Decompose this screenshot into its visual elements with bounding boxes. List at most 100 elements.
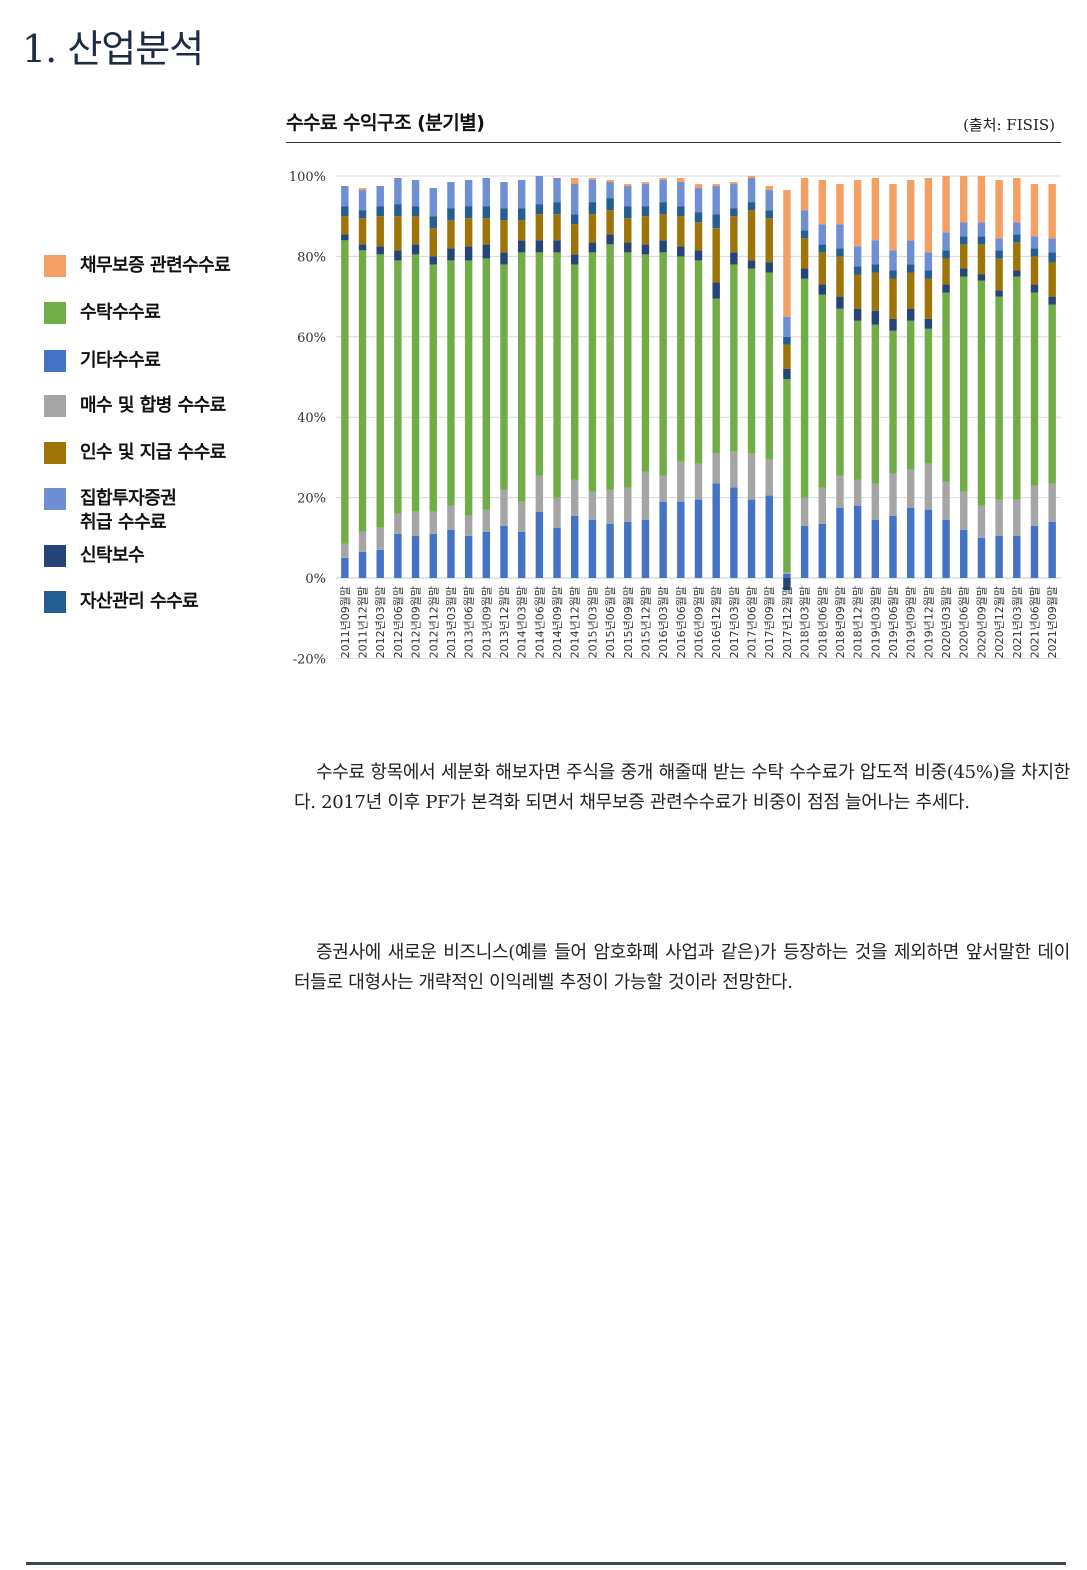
bar-segment: [889, 515, 897, 578]
bar-segment: [641, 184, 650, 207]
bar-segment: [358, 190, 367, 211]
bar-segment: [588, 519, 597, 578]
bar-segment: [571, 254, 579, 265]
bar-segment: [836, 248, 844, 257]
bar-segment: [800, 497, 809, 526]
bar-segment: [358, 250, 367, 532]
bar-segment: [641, 182, 650, 185]
bar-segment: [394, 178, 402, 205]
x-tick-label: 2016년03월말: [657, 586, 670, 658]
bar-segment: [341, 543, 349, 558]
bar-segment: [411, 180, 420, 207]
bar-segment: [517, 220, 526, 241]
bar-segment: [747, 178, 756, 203]
bar-segment: [889, 270, 897, 279]
x-tick-label: 2012년03월말: [374, 586, 387, 658]
bar-segment: [588, 180, 597, 203]
bar-segment: [942, 481, 950, 520]
bar-segment: [800, 210, 809, 231]
bar-segment: [659, 240, 667, 253]
bar-segment: [995, 499, 1003, 536]
bar-segment: [1013, 178, 1021, 223]
bar-segment: [889, 330, 897, 474]
bar-segment: [394, 260, 402, 514]
bar-segment: [358, 218, 367, 245]
bar-segment: [836, 296, 844, 309]
x-tick-label: 2016년06월말: [675, 586, 688, 658]
bar-segment: [517, 252, 526, 502]
bar-segment: [800, 278, 809, 498]
bar-segment: [394, 250, 402, 261]
bar-segment: [977, 222, 986, 237]
x-tick-label: 2015년06월말: [604, 586, 617, 658]
bar-segment: [694, 188, 703, 213]
bar-segment: [571, 224, 579, 255]
bar-segment: [1048, 483, 1056, 522]
x-tick-label: 2019년06월말: [887, 586, 900, 658]
bar-segment: [906, 240, 915, 265]
bar-segment: [624, 206, 632, 219]
bar-segment: [942, 519, 950, 578]
bar-segment: [464, 206, 473, 219]
x-tick-label: 2021년06월말: [1028, 586, 1041, 658]
bar-segment: [694, 184, 703, 189]
legend-swatch: [44, 545, 66, 567]
bar-segment: [924, 252, 933, 271]
bar-segment: [447, 220, 455, 249]
bar-segment: [341, 240, 349, 544]
bar-segment: [1048, 296, 1056, 305]
x-tick-label: 2020년09월말: [975, 586, 988, 658]
x-tick-label: 2019년09월말: [905, 586, 918, 658]
bar-segment: [500, 208, 508, 221]
bar-segment: [464, 180, 473, 207]
bar-segment: [571, 178, 579, 185]
legend-label: 수탁수수료: [80, 302, 161, 323]
bar-segment: [411, 206, 420, 217]
bar-segment: [464, 535, 473, 578]
bar-segment: [765, 210, 773, 219]
bar-segment: [447, 182, 455, 209]
bar-segment: [482, 206, 491, 219]
legend-swatch: [44, 442, 66, 464]
bar-segment: [853, 266, 862, 275]
bar-segment: [977, 176, 986, 223]
y-tick-label: 80%: [297, 250, 326, 265]
bar-segment: [977, 537, 986, 578]
bar-segment: [464, 260, 473, 516]
bar-segment: [783, 379, 791, 572]
bar-segment: [730, 184, 738, 209]
bar-segment: [641, 254, 650, 472]
bar-segment: [464, 246, 473, 261]
bar-segment: [1030, 236, 1039, 249]
bar-segment: [482, 178, 491, 207]
bar-segment: [411, 511, 420, 536]
bar-segment: [677, 461, 685, 502]
bar-segment: [1013, 242, 1021, 271]
bar-segment: [341, 557, 349, 578]
bar-segment: [942, 250, 950, 259]
chart-source: (출처: FISIS): [963, 116, 1055, 134]
y-tick-label: 20%: [297, 492, 326, 507]
bar-segment: [906, 469, 915, 508]
bar-segment: [871, 240, 880, 265]
bar-segment: [1030, 248, 1039, 257]
bar-segment: [677, 501, 685, 578]
bar-segment: [482, 258, 491, 510]
bar-segment: [677, 216, 685, 247]
bar-segment: [517, 501, 526, 532]
bar-segment: [411, 244, 420, 255]
bar-segment: [606, 234, 614, 245]
bar-segment: [606, 523, 614, 578]
bar-segment: [924, 278, 933, 319]
bar-segment: [358, 188, 367, 191]
bar-segment: [977, 244, 986, 275]
bar-segment: [535, 240, 544, 253]
bar-segment: [659, 180, 667, 203]
bar-segment: [730, 487, 738, 578]
bar-segment: [783, 316, 791, 337]
bar-segment: [853, 246, 862, 267]
bar-segment: [924, 178, 933, 253]
bar-segment: [765, 459, 773, 496]
bar-segment: [765, 186, 773, 191]
bar-segment: [606, 210, 614, 235]
